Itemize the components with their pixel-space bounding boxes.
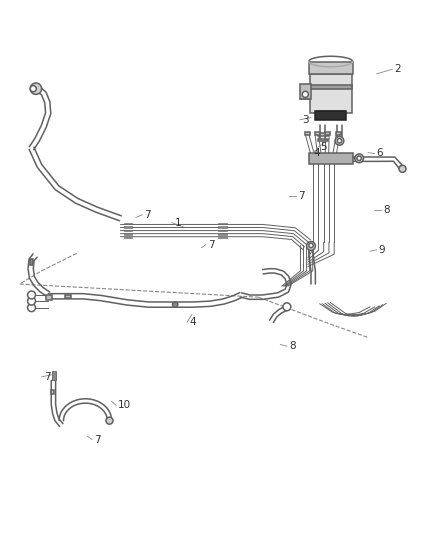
Text: 7: 7 [94,434,101,445]
Bar [218,230,227,231]
Bar [300,84,311,99]
Bar [305,132,310,135]
Bar [314,132,320,135]
Bar [65,295,71,298]
Circle shape [173,302,178,307]
Bar [315,111,346,120]
Bar [30,259,33,265]
Bar [124,233,132,235]
Circle shape [302,91,308,98]
Circle shape [106,417,113,424]
Bar [52,371,56,381]
Bar [317,111,345,118]
Bar [309,152,353,164]
Circle shape [30,86,36,92]
Circle shape [357,156,361,160]
Bar [124,226,132,228]
Circle shape [28,297,35,305]
Text: 1: 1 [174,217,181,228]
Text: 7: 7 [44,372,50,382]
Bar [124,230,132,231]
Text: 5: 5 [320,142,326,152]
Circle shape [28,304,35,312]
Circle shape [30,83,42,94]
Text: 9: 9 [379,245,385,255]
Circle shape [335,136,344,145]
Bar [46,295,52,300]
Circle shape [337,139,342,143]
Bar [124,223,132,224]
Text: 7: 7 [145,210,151,220]
Text: 7: 7 [298,191,304,201]
Bar [336,132,341,135]
Bar [218,233,227,235]
Circle shape [307,241,315,251]
Bar [318,133,328,136]
Text: 10: 10 [118,400,131,410]
Text: 4: 4 [313,149,320,158]
Circle shape [355,154,364,163]
Bar [309,61,353,74]
Text: 2: 2 [394,64,401,75]
Bar [310,74,352,113]
Circle shape [283,303,291,311]
Circle shape [309,243,313,248]
Bar [318,139,328,141]
Text: 6: 6 [377,149,383,158]
Circle shape [399,165,406,172]
Text: 8: 8 [383,205,390,215]
Text: 3: 3 [302,115,309,125]
Bar [325,132,330,135]
Bar [218,223,227,224]
Text: 8: 8 [289,341,296,351]
Bar [124,237,132,238]
Text: 7: 7 [208,240,215,249]
Text: 4: 4 [189,317,196,327]
Bar [218,226,227,228]
Bar [218,237,227,238]
Bar [310,85,352,89]
Circle shape [28,291,35,299]
Bar [51,390,54,394]
